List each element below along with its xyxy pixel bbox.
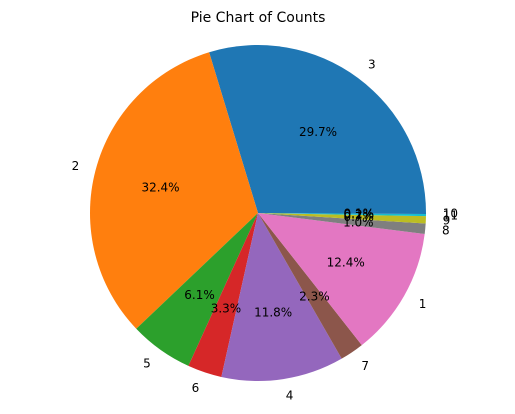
pie-pct-10: 0.1% — [344, 206, 375, 220]
pie-pct-8: 1.0% — [343, 215, 374, 229]
pie-label-7: 7 — [361, 359, 369, 373]
pie-slice-9 — [258, 213, 426, 224]
pie-pct-11: 0.2% — [344, 207, 375, 221]
pie-label-10: 10 — [443, 207, 458, 221]
pie-slice-11 — [258, 213, 426, 217]
pie-slice-10 — [258, 213, 426, 215]
pie-pct-9: 0.7% — [343, 210, 374, 224]
pie-slice-4 — [221, 213, 342, 382]
pie-slice-7 — [258, 213, 362, 359]
pie-pct-7: 2.3% — [299, 290, 330, 304]
pie-label-1: 1 — [419, 297, 427, 311]
pie-slice-6 — [188, 213, 258, 377]
pie-label-3: 3 — [368, 58, 376, 72]
pie-label-6: 6 — [192, 381, 200, 395]
pie-label-4: 4 — [286, 389, 294, 403]
pie-slice-1 — [258, 213, 425, 346]
pie-label-5: 5 — [143, 357, 151, 371]
chart-title: Pie Chart of Counts — [191, 10, 326, 26]
pie-slices — [89, 45, 426, 382]
pie-label-2: 2 — [72, 159, 80, 173]
pie-slice-8 — [258, 213, 426, 235]
pie-label-9: 9 — [443, 214, 451, 228]
pie-label-8: 8 — [442, 223, 450, 237]
pie-pct-4: 11.8% — [254, 306, 292, 320]
pie-pct-2: 32.4% — [141, 180, 179, 194]
pie-pct-3: 29.7% — [299, 125, 337, 139]
pie-labels: 3 29.7% 2 32.4% 5 6.1% 6 3.3% 4 11.8% 7 2.3% 1 12.4% 8… — [72, 58, 458, 403]
pie-pct-5: 6.1% — [184, 288, 215, 302]
pie-label-11: 11 — [443, 208, 458, 222]
pie-slice-2 — [89, 52, 259, 329]
pie-slice-5 — [136, 213, 258, 366]
pie-pct-1: 12.4% — [327, 256, 365, 270]
pie-slice-3 — [209, 45, 426, 214]
pie-pct-6: 3.3% — [211, 302, 242, 316]
